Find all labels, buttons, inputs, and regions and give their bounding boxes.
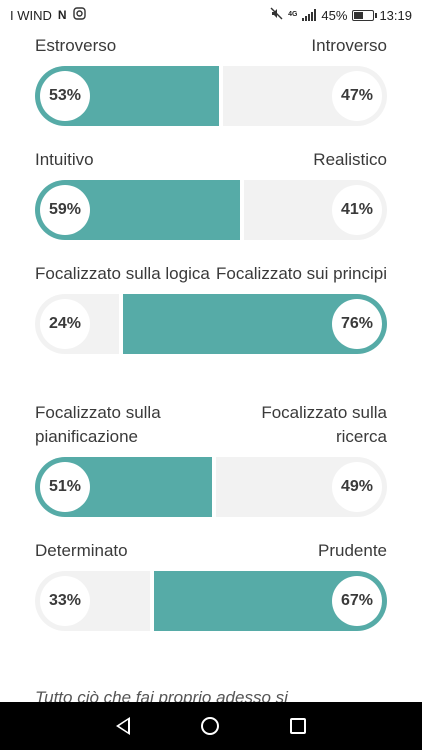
trait-right-percent: 47% [332,71,382,121]
trait-judging: Focalizzato sulla pianificazione Focaliz… [35,401,387,517]
trait-intuition: Intuitivo Realistico 59% 41% [35,148,387,240]
trait-right-percent: 76% [332,299,382,349]
trait-extraversion: Estroverso Introverso 53% 47% [35,34,387,126]
system-nav-bar [0,702,422,750]
carrier-label: I WIND [10,7,52,23]
signal-icon [302,9,317,21]
mute-icon [270,7,283,23]
trait-right-label: Focalizzato sui principi [215,264,387,283]
trait-left-label: Intuitivo [35,150,94,169]
trait-right-percent: 67% [332,576,382,626]
trait-left-percent: 51% [40,462,90,512]
trait-left-percent: 53% [40,71,90,121]
trait-left-label: Focalizzato sulla logica [35,264,210,283]
battery-percent: 45% [321,7,348,23]
recent-apps-icon[interactable] [290,718,307,734]
trait-right-label: Focalizzato sulla ricerca [261,403,387,446]
trait-left-percent: 24% [40,299,90,349]
trait-thinking: Focalizzato sulla logica Focalizzato sui… [35,262,387,354]
trait-right-label: Prudente [318,541,387,560]
trait-right-percent: 41% [332,185,382,235]
clock: 13:19 [379,7,412,23]
trait-left-label: Estroverso [35,36,117,55]
status-bar: I WIND N 4G 45% 13:19 [0,0,422,30]
trait-left-label: Determinato [35,541,128,560]
trait-right-label: Introverso [311,36,387,55]
trait-right-label: Realistico [313,150,387,169]
network-4g-icon: 4G [288,11,298,18]
home-icon[interactable] [200,717,219,735]
trait-assertive: Determinato Prudente 33% 67% [35,539,387,631]
trait-right-percent: 49% [332,462,382,512]
trait-bar: 24% 76% [35,294,387,354]
instagram-icon [72,7,86,23]
trait-bar: 33% 67% [35,571,387,631]
trait-left-label: Focalizzato sulla pianificazione [35,403,161,446]
nfc-icon: N [57,8,67,22]
trait-left-percent: 33% [40,576,90,626]
trait-bar: 51% 49% [35,457,387,517]
trait-bar: 53% 47% [35,66,387,126]
battery-icon [352,9,378,21]
trait-left-percent: 59% [40,185,90,235]
back-icon[interactable] [115,717,130,735]
trait-bar: 59% 41% [35,180,387,240]
